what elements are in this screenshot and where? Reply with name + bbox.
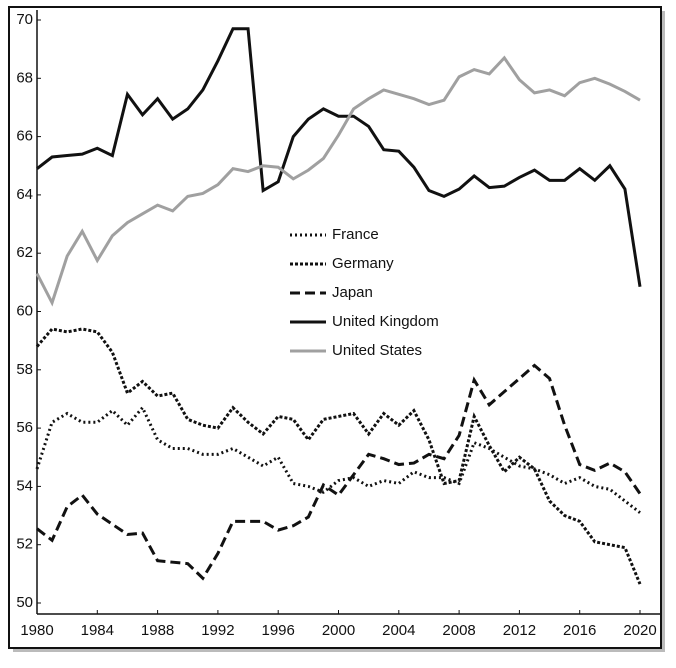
- x-tick-label: 1980: [20, 622, 53, 639]
- x-tick-label: 1996: [262, 622, 295, 639]
- x-tick-label: 2016: [563, 622, 596, 639]
- y-tick-label: 56: [16, 419, 33, 436]
- legend-label: United Kingdom: [332, 313, 439, 330]
- series-line: [36, 27, 642, 287]
- legend-label: United States: [332, 342, 422, 359]
- series-line: [35, 404, 641, 514]
- y-tick-label: 60: [16, 302, 33, 319]
- x-tick-label: 1992: [201, 622, 234, 639]
- y-tick-label: 50: [16, 594, 33, 611]
- x-tick-label: 2000: [322, 622, 355, 639]
- series-line: [35, 327, 642, 585]
- x-tick-label: 1984: [81, 622, 114, 639]
- legend-label: Germany: [332, 255, 394, 272]
- y-tick-label: 58: [16, 361, 33, 378]
- series-line: [35, 55, 641, 307]
- y-tick-label: 70: [16, 11, 33, 28]
- x-tick-label: 2012: [503, 622, 536, 639]
- y-tick-label: 54: [16, 477, 33, 494]
- legend-label: France: [332, 226, 379, 243]
- y-tick-label: 52: [16, 536, 33, 553]
- y-tick-label: 66: [16, 128, 33, 145]
- x-tick-label: 2020: [623, 622, 656, 639]
- y-tick-label: 64: [16, 186, 33, 203]
- series-line: [36, 363, 642, 581]
- x-tick-label: 2004: [382, 622, 415, 639]
- y-tick-label: 62: [16, 244, 33, 261]
- legend-label: Japan: [332, 284, 373, 301]
- x-tick-label: 1988: [141, 622, 174, 639]
- x-tick-label: 2008: [442, 622, 475, 639]
- y-tick-label: 68: [16, 69, 33, 86]
